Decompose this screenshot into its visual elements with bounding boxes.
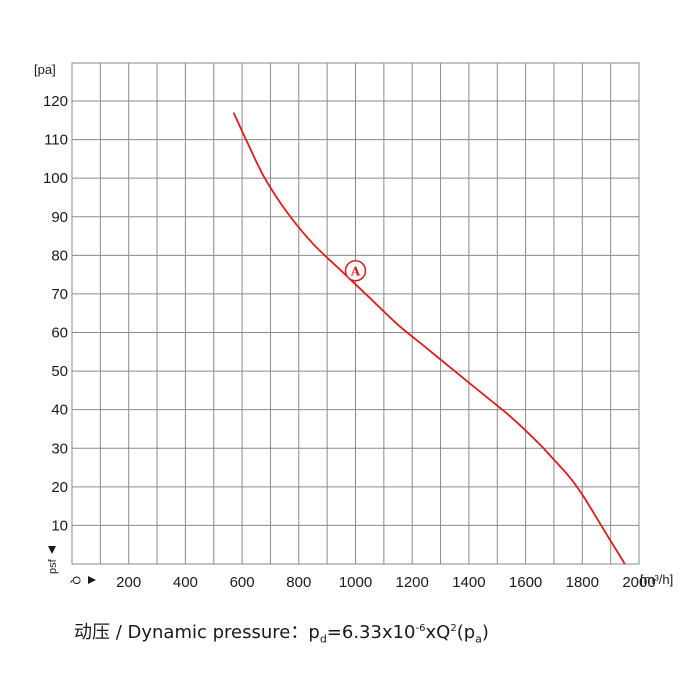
x-tick-label: 2000 xyxy=(622,574,655,591)
y-tick-label: 30 xyxy=(51,440,68,457)
y-tick-label: 20 xyxy=(51,479,68,496)
caption-title: 动压 / Dynamic pressure： xyxy=(74,622,309,643)
caption-q-superscript: 2 xyxy=(450,623,457,634)
caption-p-subscript: d xyxy=(319,632,327,646)
performance-curve xyxy=(232,112,626,565)
y-tick-label: 80 xyxy=(51,247,68,264)
y-tick-label: 120 xyxy=(43,93,68,110)
y-axis-tag-label: psf xyxy=(47,558,59,574)
annotation-layer: A xyxy=(344,260,367,282)
y-tick-label: 90 xyxy=(51,209,68,226)
x-tick-label: 1200 xyxy=(396,574,429,591)
caption-exponent: -6 xyxy=(415,623,426,634)
caption-unit-close: ) xyxy=(481,622,489,643)
caption-xq: xQ xyxy=(425,622,451,643)
x-tick-label: 400 xyxy=(173,574,198,591)
y-tick-label: 50 xyxy=(51,363,68,380)
x-axis-ticks: 200 400 600 800 1000 1200 1400 1600 1800 2000 xyxy=(116,574,656,591)
x-tick-label: 800 xyxy=(286,574,311,591)
grid xyxy=(71,62,640,565)
caption-formula: =6.33x10 xyxy=(326,622,416,643)
dynamic-pressure-caption: 动压 / Dynamic pressure：pd=6.33x10-6xQ2(pa… xyxy=(74,618,489,646)
y-axis-unit: [pa] xyxy=(34,62,56,77)
x-axis-unit: [m³/h] xyxy=(640,572,673,587)
y-tick-label: 60 xyxy=(51,325,68,342)
x-tick-label: 1400 xyxy=(452,574,485,591)
y-tick-label: 100 xyxy=(43,170,68,187)
annotation-label: A xyxy=(350,264,361,278)
y-tick-label: 10 xyxy=(51,517,68,534)
caption-p: p xyxy=(308,622,320,643)
arrow-right-icon xyxy=(88,576,96,584)
x-tick-label: 1800 xyxy=(566,574,599,591)
arrow-up-icon xyxy=(48,546,56,554)
x-axis-tag-label: Q xyxy=(70,576,82,585)
x-axis-tag: Q xyxy=(70,576,96,585)
x-tick-label: 1600 xyxy=(509,574,542,591)
x-tick-label: 200 xyxy=(116,574,141,591)
x-tick-label: 600 xyxy=(230,574,255,591)
caption-unit-open: (p xyxy=(456,622,476,643)
y-axis-ticks: 10 20 30 40 50 60 70 80 90 100 110 120 xyxy=(43,93,68,534)
annotation-marker xyxy=(344,260,367,282)
y-axis-tag: psf xyxy=(47,546,59,574)
y-tick-label: 70 xyxy=(51,286,68,303)
y-tick-label: 40 xyxy=(51,402,68,419)
x-tick-label: 1000 xyxy=(339,574,372,591)
caption-unit-subscript: a xyxy=(475,632,482,646)
series-layer xyxy=(232,112,626,565)
y-tick-label: 110 xyxy=(44,132,68,149)
